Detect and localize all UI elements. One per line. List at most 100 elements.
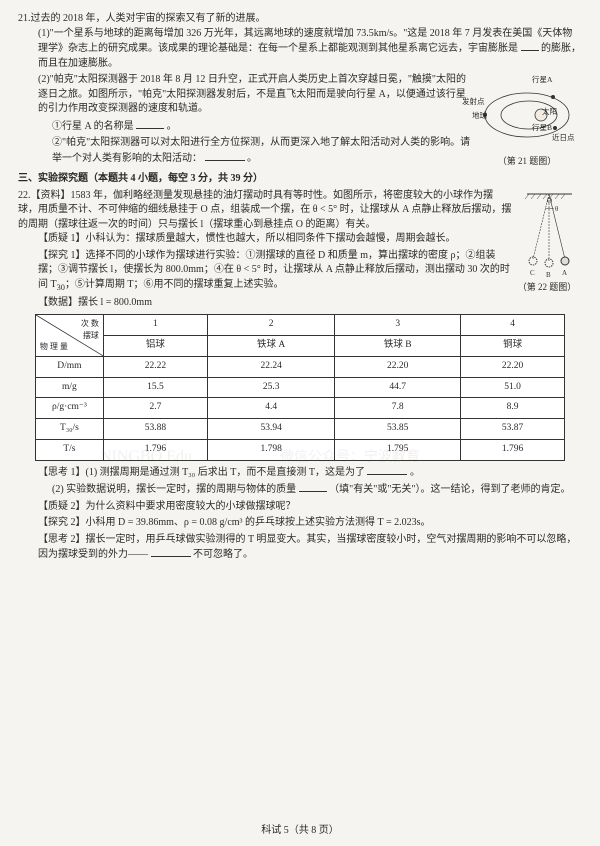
td: 22.20 xyxy=(461,356,565,377)
blank-q21-2[interactable] xyxy=(136,119,164,129)
question-21: 21.过去的 2018 年，人类对宇宙的探索又有了新的进展。 (1)"一个星系与… xyxy=(18,12,582,168)
fig21-label-b: 行星B xyxy=(532,123,552,134)
q22-sk1-2b: （填"有关"或"无关"）。这一结论，得到了老师的肯定。 xyxy=(329,484,570,495)
q22-zy2: 【质疑 2】为什么资料中要求用密度较大的小球做摆球呢？ xyxy=(18,500,582,515)
td: 1.798 xyxy=(207,439,335,460)
q22-sk2b: 不可忽略了。 xyxy=(193,549,253,560)
q21-stem: 过去的 2018 年，人类对宇宙的探索又有了新的进展。 xyxy=(31,13,266,24)
td: 15.5 xyxy=(103,377,207,398)
svg-text:A: A xyxy=(562,269,567,277)
q21-c2a: ②"帕克"太阳探测器可以对太阳进行全方位探测，从而更深入地了解太阳活动对人类的影… xyxy=(52,137,470,164)
rh-rho: ρ/g·cm⁻³ xyxy=(35,398,103,419)
q22-zy2-text: 为什么资料中要求用密度较大的小球做摆球呢？ xyxy=(86,501,296,512)
q22-tj1-label: 【探究 1】 xyxy=(38,250,86,261)
td: 25.3 xyxy=(207,377,335,398)
q21-num: 21. xyxy=(18,13,31,24)
q21-c1b: 。 xyxy=(167,121,177,132)
q22-sk1: 【思考 1】(1) 测摆周期是通过测 T₃₀ 后求出 T，而不是直接测 T，这是… xyxy=(18,465,582,481)
q22-ziliao-label: 【资料】 xyxy=(31,190,71,201)
fig21-label-launch: 发射点 xyxy=(462,97,485,108)
q22-sk1-1a: (1) 测摆周期是通过测 T₃₀ 后求出 T，而不是直接测 T，这是为了 xyxy=(86,467,365,478)
q22-tj1: 【探究 1】选择不同的小球作为摆球进行实验：①测摆球的直径 D 和质量 m，算出… xyxy=(18,249,512,294)
q21-p1: (1)"一个星系与地球的距离每增加 326 万光年，其远离地球的速度就增加 73… xyxy=(18,27,582,72)
q22-zy1-label: 【质疑 1】 xyxy=(38,233,86,244)
td: 53.94 xyxy=(207,419,335,440)
td: 53.85 xyxy=(335,419,461,440)
td-b4: 铜球 xyxy=(461,336,565,357)
th-c4: 4 xyxy=(461,315,565,336)
figure-21: 行星A 发射点 地球 太阳 行星B 近日点 （第 21 题图） xyxy=(472,73,582,168)
blank-q21-1[interactable] xyxy=(521,41,539,51)
fig21-label-a: 行星A xyxy=(532,75,552,86)
q22-zy1: 【质疑 1】小科认为：摆球质量越大，惯性也越大，所以相同条件下摆动会越慢，周期会… xyxy=(18,232,512,247)
fig22-caption: （第 22 题图） xyxy=(512,281,582,294)
q22-tj2-text: 小科用 D = 39.86mm、ρ = 0.08 g/cm³ 的乒乓球按上述实验… xyxy=(86,517,431,528)
rh-t: T/s xyxy=(35,439,103,460)
svg-text:θ: θ xyxy=(555,205,559,213)
q22-zy1-text: 小科认为：摆球质量越大，惯性也越大，所以相同条件下摆动会越慢，周期会越长。 xyxy=(86,233,456,244)
td: 7.8 xyxy=(335,398,461,419)
q22-sk2a: 摆长一定时，用乒乓球做实验测得的 T 明显变大。其实，当摆球密度较小时，空气对摆… xyxy=(38,534,576,561)
td: 1.795 xyxy=(335,439,461,460)
data-table: 次 数 摆球 物 理 量 1 2 3 4 铝球 铁球 A 铁球 B 铜球 D/m… xyxy=(35,314,565,461)
q22-data-cap: 摆长 l = 800.0mm xyxy=(78,297,152,308)
q21-c1a: ①行星 A 的名称是 xyxy=(52,121,134,132)
q22-sk2-label: 【思考 2】 xyxy=(38,534,86,545)
q21-p1a: (1)"一个星系与地球的距离每增加 326 万光年，其远离地球的速度就增加 73… xyxy=(38,28,572,55)
td: 2.7 xyxy=(103,398,207,419)
td: 8.9 xyxy=(461,398,565,419)
th-corner: 次 数 摆球 物 理 量 xyxy=(35,315,103,357)
td: 22.20 xyxy=(335,356,461,377)
q22-ziliao: 1583 年，伽利略经测量发现悬挂的油灯摆动时具有等时性。如图所示，将密度较大的… xyxy=(18,190,511,230)
table-row-header: 次 数 摆球 物 理 量 1 2 3 4 xyxy=(35,315,564,336)
blank-q22-3[interactable] xyxy=(151,547,191,557)
q22-sk2: 【思考 2】摆长一定时，用乒乓球做实验测得的 T 明显变大。其实，当摆球密度较小… xyxy=(18,533,582,563)
q22-tj2: 【探究 2】小科用 D = 39.86mm、ρ = 0.08 g/cm³ 的乒乓… xyxy=(18,516,582,531)
blank-q21-3[interactable] xyxy=(205,151,245,161)
q22-sub30: 30 xyxy=(57,283,65,292)
q21-p2: (2)"帕克"太阳探测器于 2018 年 8 月 12 日升空，正式开启人类历史… xyxy=(18,73,472,117)
table-row-t30: T₃₀/s53.8853.9453.8553.87 xyxy=(35,419,564,440)
td: 44.7 xyxy=(335,377,461,398)
th-c2: 2 xyxy=(207,315,335,336)
td: 22.22 xyxy=(103,356,207,377)
q22-zy2-label: 【质疑 2】 xyxy=(38,501,86,512)
svg-text:C: C xyxy=(530,269,535,277)
q21-c2b: 。 xyxy=(247,153,257,164)
td: 1.796 xyxy=(103,439,207,460)
q22-data-lbl: 【数据】 xyxy=(38,297,78,308)
td-b3: 铁球 B xyxy=(335,336,461,357)
q22-tj2-label: 【探究 2】 xyxy=(38,517,86,528)
svg-text:B: B xyxy=(546,271,551,279)
q22-sk1-1b: 。 xyxy=(410,467,420,478)
blank-q22-2[interactable] xyxy=(299,482,327,492)
section-3-header: 三、实验探究题（本题共 4 小题，每空 3 分，共 39 分） xyxy=(18,172,582,187)
td: 22.24 xyxy=(207,356,335,377)
rh-d: D/mm xyxy=(35,356,103,377)
td: 53.87 xyxy=(461,419,565,440)
td: 51.0 xyxy=(461,377,565,398)
table-row-t: T/s1.7961.7981.7951.796 xyxy=(35,439,564,460)
td: 53.88 xyxy=(103,419,207,440)
blank-q22-1[interactable] xyxy=(367,465,407,475)
q22-sk1-label: 【思考 1】 xyxy=(38,467,86,478)
q22-tj1-text-b: ；⑤计算周期 T；⑥用不同的摆球重复上述实验。 xyxy=(65,279,284,290)
rh-t30: T₃₀/s xyxy=(35,419,103,440)
td-b1: 铝球 xyxy=(103,336,207,357)
q22-sk1-2: (2) 实验数据说明，摆长一定时，摆的周期与物体的质量 （填"有关"或"无关"）… xyxy=(18,482,582,498)
question-22: 22.【资料】1583 年，伽利略经测量发现悬挂的油灯摆动时具有等时性。如图所示… xyxy=(18,189,582,563)
table-row-balls: 铝球 铁球 A 铁球 B 铜球 xyxy=(35,336,564,357)
q22-num: 22. xyxy=(18,190,31,201)
td-b2: 铁球 A xyxy=(207,336,335,357)
fig21-label-near: 近日点 xyxy=(552,133,575,144)
page-footer: 科试 5（共 8 页） xyxy=(0,824,600,839)
td: 1.796 xyxy=(461,439,565,460)
td: 4.4 xyxy=(207,398,335,419)
q22-sk1-2a: (2) 实验数据说明，摆长一定时，摆的周期与物体的质量 xyxy=(52,484,296,495)
q21-c2: ②"帕克"太阳探测器可以对太阳进行全方位探测，从而更深入地了解太阳活动对人类的影… xyxy=(18,136,472,166)
fig21-caption: （第 21 题图） xyxy=(472,155,582,168)
rh-m: m/g xyxy=(35,377,103,398)
fig21-label-sun: 太阳 xyxy=(542,107,557,118)
figure-22: O θ C B A （第 22 题图） xyxy=(512,189,582,296)
q22-data-label: 【数据】摆长 l = 800.0mm xyxy=(18,296,582,311)
